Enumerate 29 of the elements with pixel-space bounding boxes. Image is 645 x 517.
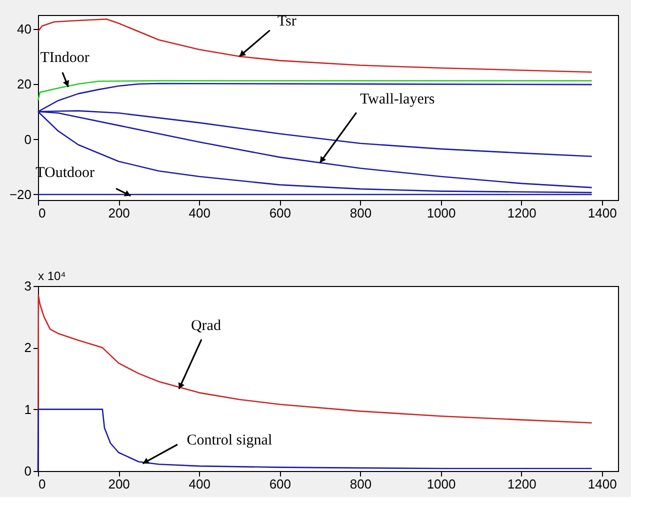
annotation: Qrad <box>190 318 222 334</box>
x-tick-label: 600 <box>269 476 292 492</box>
x-tick-label: 1200 <box>507 206 536 220</box>
y-tick-label: 0 <box>24 132 32 147</box>
x-tick-label: 1200 <box>507 476 536 492</box>
annotation: Twall-layers <box>360 92 435 108</box>
x-tick-label: 800 <box>350 476 372 492</box>
x-tick-label: 400 <box>188 206 210 220</box>
x-tick-label: 600 <box>269 206 292 220</box>
x-tick-label: 400 <box>188 476 210 492</box>
x-tick-label: 1000 <box>426 476 456 492</box>
y-tick-label: 0 <box>24 464 32 478</box>
x-tick-label: 200 <box>108 206 130 220</box>
y-tick-label: 2 <box>24 340 32 356</box>
text: x 10⁴ <box>38 269 66 283</box>
y-tick-label: 40 <box>17 21 32 36</box>
x-tick-label: 1000 <box>426 206 456 220</box>
y-tick-label: −20 <box>9 186 32 202</box>
x-tick-label: 800 <box>350 206 372 220</box>
y-tick-label: 1 <box>24 402 32 417</box>
y-tick-label: 3 <box>24 278 32 294</box>
x-tick-label: 0 <box>38 476 46 492</box>
x-tick-label: 0 <box>38 206 46 220</box>
annotation: Control signal <box>186 432 272 449</box>
x-tick-label: 1400 <box>588 476 617 492</box>
x-tick-label: 1400 <box>588 206 617 220</box>
x-tick-label: 200 <box>108 476 130 492</box>
annotation: TIndoor <box>40 50 90 66</box>
y-tick-label: 20 <box>17 76 32 92</box>
